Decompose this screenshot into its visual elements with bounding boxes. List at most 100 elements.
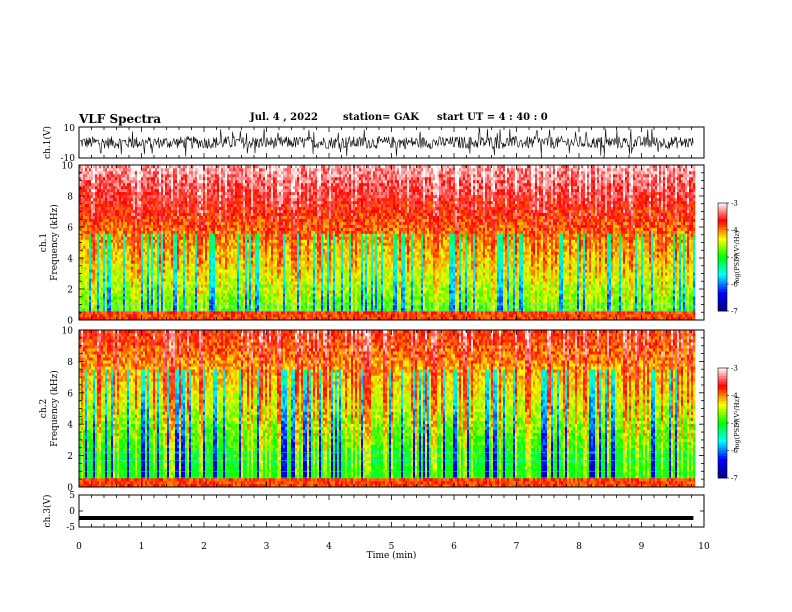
ch1-spectrogram-cell: [97, 210, 99, 213]
ch1-spectrogram-cell: [129, 257, 131, 260]
ch1-spectrogram-cell: [233, 257, 235, 260]
ch1-spectrogram-cell: [257, 272, 259, 275]
ch1-spectrogram-cell: [163, 305, 165, 308]
ch1-spectrogram-cell: [209, 275, 211, 278]
ch1-spectrogram-cell: [251, 305, 253, 308]
ch1-spectrogram-cell: [227, 180, 229, 183]
ch1-spectrogram-cell: [165, 201, 167, 204]
ch1-spectrogram-cell: [165, 281, 167, 284]
ch1-spectrogram-cell: [175, 246, 177, 249]
ch1-spectrogram-cell: [263, 249, 265, 252]
ch1-spectrogram-cell: [155, 314, 157, 317]
ch1-spectrogram-cell: [211, 213, 213, 216]
ch1-spectrogram-cell: [257, 302, 259, 305]
ch1-spectrogram-cell: [149, 278, 151, 281]
ch1-spectrogram-cell: [141, 171, 143, 174]
ch1-spectrogram-cell: [211, 189, 213, 192]
ch1-spectrogram-cell: [175, 254, 177, 257]
ch1-spectrogram-cell: [245, 204, 247, 207]
ch1-spectrogram-cell: [231, 228, 233, 231]
ch1-spectrogram-cell: [215, 269, 217, 272]
ch1-spectrogram-cell: [167, 186, 169, 189]
ch1-spectrogram-cell: [233, 234, 235, 237]
ch1-spectrogram-cell: [135, 287, 137, 290]
ch1-spectrogram-cell: [153, 228, 155, 231]
ch1-spectrogram-cell: [201, 198, 203, 201]
ch1-spectrogram-cell: [245, 189, 247, 192]
ch1-spectrogram-cell: [221, 299, 223, 302]
ch1-spectrogram-cell: [189, 290, 191, 293]
ch1-spectrogram-cell: [83, 290, 85, 293]
ch1-spectrogram-cell: [101, 234, 103, 237]
ch1-spectrogram-cell: [163, 243, 165, 246]
ch1-spectrogram-cell: [195, 219, 197, 222]
ch1-spectrogram-cell: [139, 287, 141, 290]
ch1-spectrogram-cell: [107, 195, 109, 198]
ch1-spectrogram-cell: [215, 198, 217, 201]
ch1-spectrogram-cell: [213, 246, 215, 249]
ch1-spectrogram-cell: [241, 213, 243, 216]
ch1-spectrogram-cell: [263, 246, 265, 249]
ch1-spectrogram-cell: [235, 204, 237, 207]
ch1-spectrogram-cell: [91, 228, 93, 231]
ch1-spectrogram-cell: [165, 198, 167, 201]
ch1-spectrogram-cell: [219, 266, 221, 269]
ch1-spectrogram-cell: [217, 302, 219, 305]
ch1-spectrogram-cell: [179, 171, 181, 174]
ch1-spectrogram-cell: [105, 251, 107, 254]
ch1-spectrogram-cell: [157, 225, 159, 228]
ch1-spectrogram-cell: [263, 174, 265, 177]
ch1-spectrogram-cell: [159, 272, 161, 275]
ch1-spectrogram-cell: [101, 201, 103, 204]
ch1-spectrogram-cell: [189, 195, 191, 198]
ch1-spectrogram-cell: [83, 314, 85, 317]
ch1-spectrogram-cell: [89, 249, 91, 252]
ch1-spectrogram-cell: [195, 180, 197, 183]
ch1-spectrogram-cell: [167, 207, 169, 210]
ch1-spectrogram-cell: [113, 183, 115, 186]
ch1-spectrogram-cell: [261, 177, 263, 180]
ch1-spectrogram-cell: [155, 186, 157, 189]
ch1-spectrogram-cell: [183, 287, 185, 290]
ch1-spectrogram-cell: [133, 257, 135, 260]
ch1-spectrogram-cell: [123, 231, 125, 234]
ch1-spectrogram-cell: [99, 228, 101, 231]
ch1-spectrogram-cell: [105, 254, 107, 257]
ch1-spectrogram-cell: [203, 260, 205, 263]
ch1-spectrogram-cell: [257, 216, 259, 219]
ch1-spectrogram-cell: [133, 189, 135, 192]
ch1-spectrogram-cell: [151, 198, 153, 201]
ch1-spectrogram-cell: [93, 249, 95, 252]
ch1-spectrogram-cell: [129, 213, 131, 216]
ch1-spectrogram-cell: [189, 287, 191, 290]
ch1-spectrogram-cell: [183, 195, 185, 198]
ch1-spectrogram-cell: [235, 302, 237, 305]
ch1-spectrogram-cell: [175, 231, 177, 234]
ch1-spectrogram-cell: [141, 278, 143, 281]
ch1-spectrogram-cell: [261, 278, 263, 281]
ch1-spectrogram-cell: [141, 213, 143, 216]
ch1-spectrogram-cell: [81, 222, 83, 225]
ch1-spectrogram-cell: [111, 231, 113, 234]
ch1-spectrogram-cell: [91, 177, 93, 180]
ch1-spectrogram-cell: [149, 183, 151, 186]
ch1-spectrogram-cell: [219, 228, 221, 231]
ch1-spectrogram-cell: [229, 186, 231, 189]
ch1-spectrogram-cell: [163, 254, 165, 257]
ch1-spectrogram-cell: [101, 219, 103, 222]
ch1-spectrogram-cell: [263, 263, 265, 266]
ch1-spectrogram-cell: [263, 204, 265, 207]
ch1-spectrogram-cell: [239, 290, 241, 293]
ch1-spectrogram-cell: [151, 189, 153, 192]
ch1-spectrogram-cell: [265, 275, 267, 278]
ch1-spectrogram-cell: [219, 222, 221, 225]
ch1-spectrogram-cell: [129, 278, 131, 281]
ch1-spectrogram-cell: [207, 281, 209, 284]
ch1-spectrogram-cell: [89, 305, 91, 308]
ch1-spectrogram-cell: [163, 281, 165, 284]
ch1-spectrogram-cell: [231, 195, 233, 198]
ch1-spectrogram-cell: [135, 281, 137, 284]
ch1-spectrogram-cell: [115, 216, 117, 219]
ch1-spectrogram-cell: [131, 171, 133, 174]
ch1-spectrogram-cell: [235, 251, 237, 254]
